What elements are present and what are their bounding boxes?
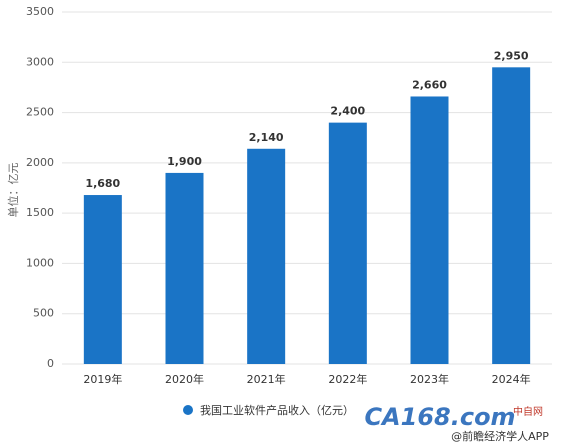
y-axis-label: 单位：亿元 — [6, 163, 20, 218]
x-tick-label: 2022年 — [328, 372, 367, 386]
y-tick-label: 500 — [33, 307, 54, 320]
x-tick-label: 2021年 — [247, 372, 286, 386]
value-label: 2,400 — [330, 105, 365, 118]
x-tick-label: 2023年 — [410, 372, 449, 386]
y-tick-label: 1000 — [26, 256, 54, 269]
bar — [165, 172, 204, 364]
legend-marker — [183, 405, 193, 415]
value-label: 1,900 — [167, 155, 202, 168]
y-tick-label: 3500 — [26, 5, 54, 18]
y-tick-label: 2500 — [26, 106, 54, 119]
y-tick-label: 1500 — [26, 206, 54, 219]
bar — [83, 195, 122, 364]
x-tick-label: 2020年 — [165, 372, 204, 386]
value-label: 2,140 — [249, 131, 284, 144]
watermark: 中自网 — [513, 405, 543, 418]
legend-label: 我国工业软件产品收入（亿元） — [200, 403, 354, 417]
bar — [410, 96, 449, 364]
x-tick-label: 2024年 — [492, 372, 531, 386]
value-label: 2,660 — [412, 78, 447, 91]
x-tick-label: 2019年 — [83, 372, 122, 386]
bar — [492, 67, 531, 365]
value-label: 1,680 — [85, 177, 120, 190]
bar — [328, 122, 367, 364]
y-tick-label: 3000 — [26, 55, 54, 68]
value-label: 2,950 — [494, 49, 529, 62]
watermark: @前瞻经济学人APP — [451, 429, 549, 443]
bar — [247, 148, 286, 364]
watermark: CA168.com — [364, 403, 515, 431]
y-tick-label: 0 — [47, 357, 54, 370]
y-tick-label: 2000 — [26, 156, 54, 169]
